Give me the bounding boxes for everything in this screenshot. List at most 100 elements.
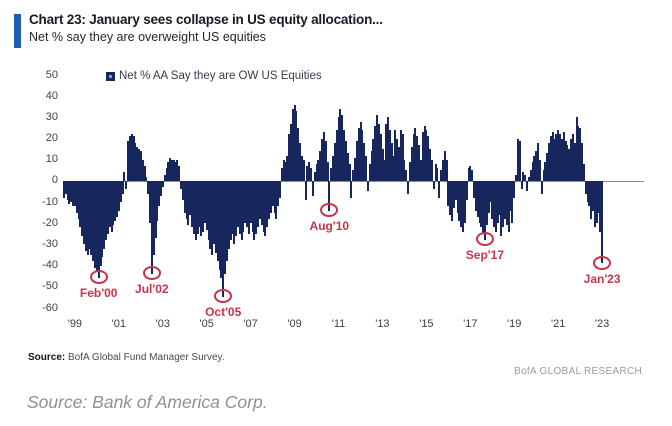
bar (224, 180, 226, 275)
bar (90, 180, 92, 255)
bar (347, 153, 349, 181)
bar (330, 168, 332, 181)
bar (198, 180, 200, 228)
bar (275, 180, 277, 219)
bar (235, 180, 237, 236)
bar (588, 180, 590, 207)
bar (308, 161, 310, 181)
bar (204, 180, 206, 224)
bar (495, 180, 497, 232)
x-tick-label: '03 (155, 318, 170, 330)
annotation-label: Sep'17 (465, 248, 504, 263)
bar (521, 180, 523, 190)
bar (418, 144, 420, 181)
bar (76, 180, 78, 213)
source-text: BofA Global Fund Manager Survey. (65, 352, 225, 363)
bar (147, 180, 149, 194)
bar (220, 180, 222, 279)
bar (85, 180, 87, 251)
bar (228, 180, 230, 249)
bar (145, 176, 147, 181)
bar (81, 180, 83, 236)
bar (325, 140, 327, 181)
bar (65, 180, 67, 194)
bar (94, 180, 96, 268)
bar (462, 180, 464, 232)
bar (464, 180, 466, 224)
bar (526, 180, 528, 192)
bar (557, 130, 559, 181)
bar (321, 138, 323, 181)
bar (87, 180, 89, 255)
bar (400, 130, 402, 181)
bar (414, 128, 416, 181)
x-tick-label: '11 (331, 318, 346, 330)
bar (160, 180, 162, 196)
bar (411, 147, 413, 181)
bar (568, 149, 570, 181)
bar (438, 180, 440, 198)
bar (389, 130, 391, 181)
bar (127, 140, 129, 181)
legend-square-icon (106, 71, 115, 81)
bar (222, 180, 224, 298)
bar (407, 180, 409, 194)
bar (592, 180, 594, 211)
bar (328, 180, 330, 211)
bar (334, 142, 336, 181)
bar (349, 164, 351, 181)
image-caption: Source: Bank of America Corp. (27, 392, 268, 412)
bar (299, 142, 301, 181)
bar (327, 161, 329, 181)
bar (193, 180, 195, 234)
bar (583, 164, 585, 181)
bar (555, 134, 557, 181)
bar (257, 180, 259, 228)
bar (253, 180, 255, 241)
bar (259, 180, 261, 219)
x-tick-label: '07 (243, 318, 258, 330)
bar (579, 128, 581, 181)
bar (572, 134, 574, 181)
bar (372, 138, 374, 181)
bar (427, 136, 429, 181)
bar (486, 180, 488, 226)
bar (120, 180, 122, 203)
y-tick-label: -20 (42, 216, 58, 229)
bar (345, 140, 347, 181)
y-tick-label: -60 (42, 301, 58, 314)
bar (354, 157, 356, 181)
bar (475, 180, 477, 211)
bar (301, 155, 303, 181)
bar (356, 140, 358, 181)
bar (237, 180, 239, 228)
bar (447, 180, 449, 207)
y-tick-label: -40 (42, 259, 58, 272)
bar (361, 130, 363, 181)
bar (138, 149, 140, 181)
bar (114, 180, 116, 222)
bar (402, 134, 404, 181)
bar (425, 130, 427, 181)
bar (149, 180, 151, 224)
bar (491, 180, 493, 219)
bar (387, 117, 389, 181)
bar (378, 123, 380, 181)
bar (246, 180, 248, 228)
annotation-circle (320, 202, 339, 217)
bar (292, 108, 294, 181)
bar (500, 180, 502, 236)
bar (290, 123, 292, 181)
bar (506, 180, 508, 226)
bar (442, 159, 444, 181)
bar (312, 180, 314, 196)
bar (336, 130, 338, 181)
bar (211, 180, 213, 255)
annotation-label: Feb'00 (79, 286, 118, 301)
bar (369, 164, 371, 181)
bar (513, 180, 515, 198)
bar (444, 151, 446, 181)
bar (101, 180, 103, 258)
bar (455, 180, 457, 200)
